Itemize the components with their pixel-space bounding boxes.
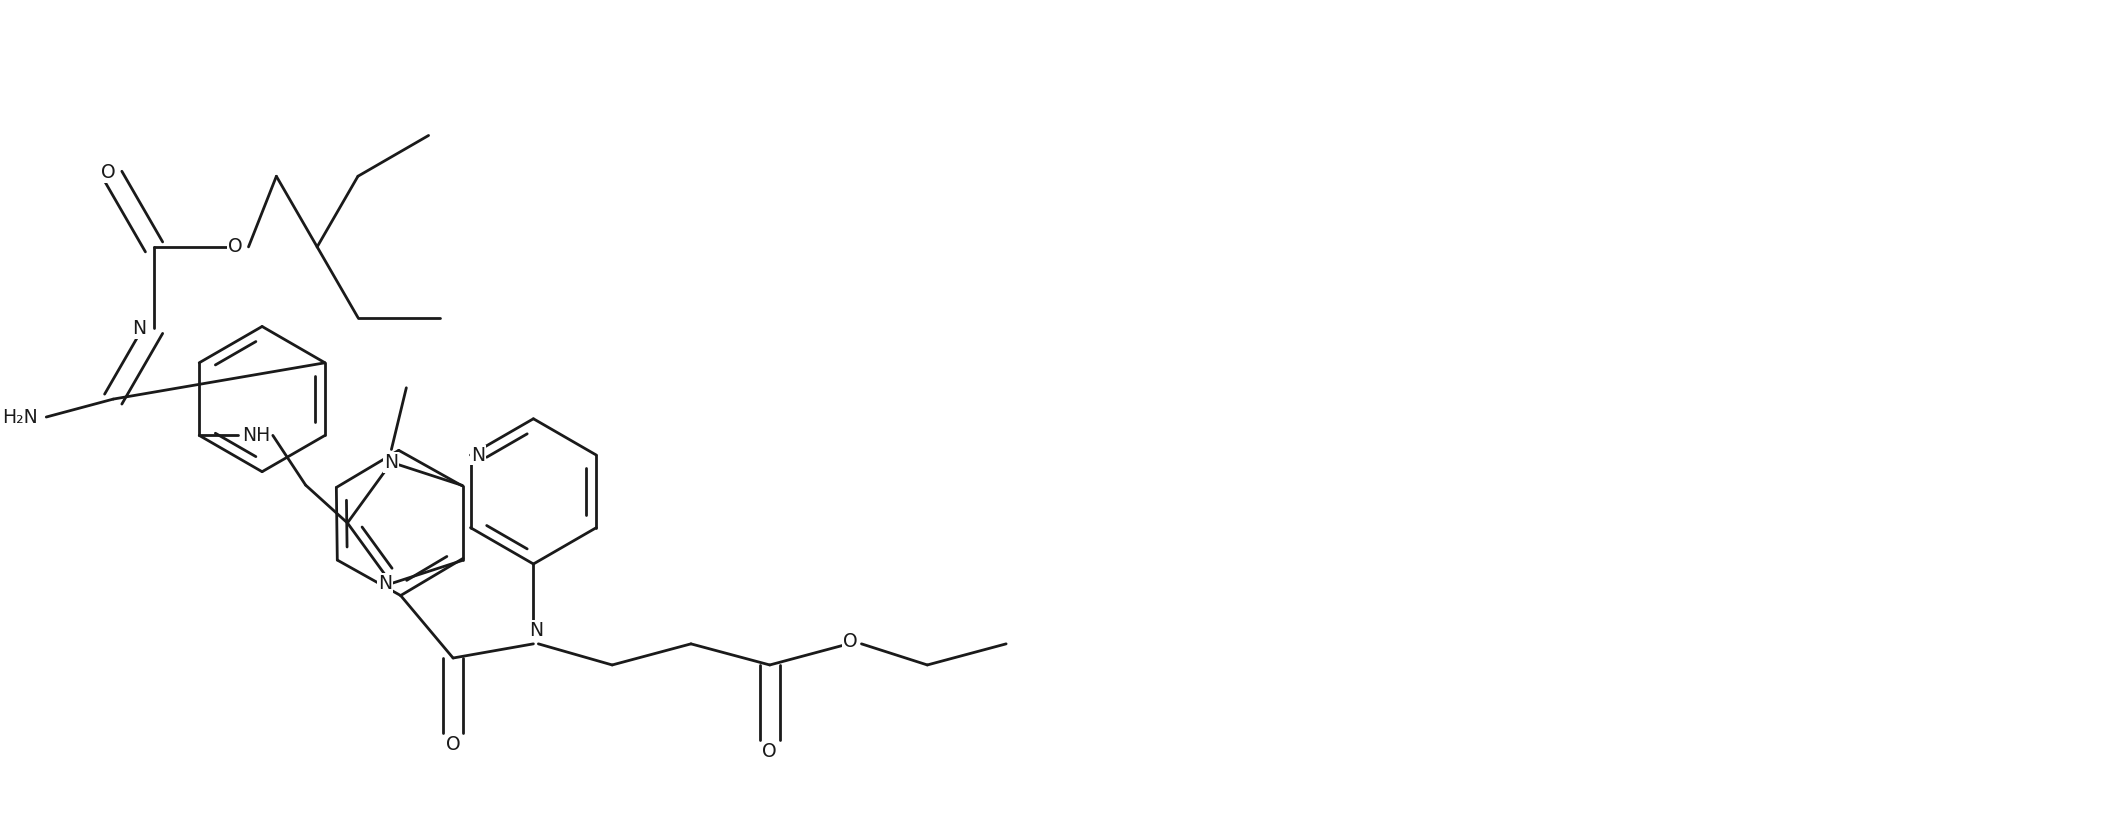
Text: N: N — [385, 453, 398, 472]
Text: N: N — [529, 621, 543, 640]
Text: N: N — [133, 319, 145, 338]
Text: N: N — [472, 445, 486, 464]
Text: NH: NH — [242, 426, 270, 445]
Text: O: O — [227, 237, 242, 256]
Text: O: O — [101, 163, 116, 182]
Text: O: O — [446, 735, 461, 754]
Text: O: O — [842, 633, 857, 652]
Text: H₂N: H₂N — [2, 407, 38, 426]
Text: N: N — [379, 574, 392, 593]
Text: O: O — [762, 743, 777, 762]
